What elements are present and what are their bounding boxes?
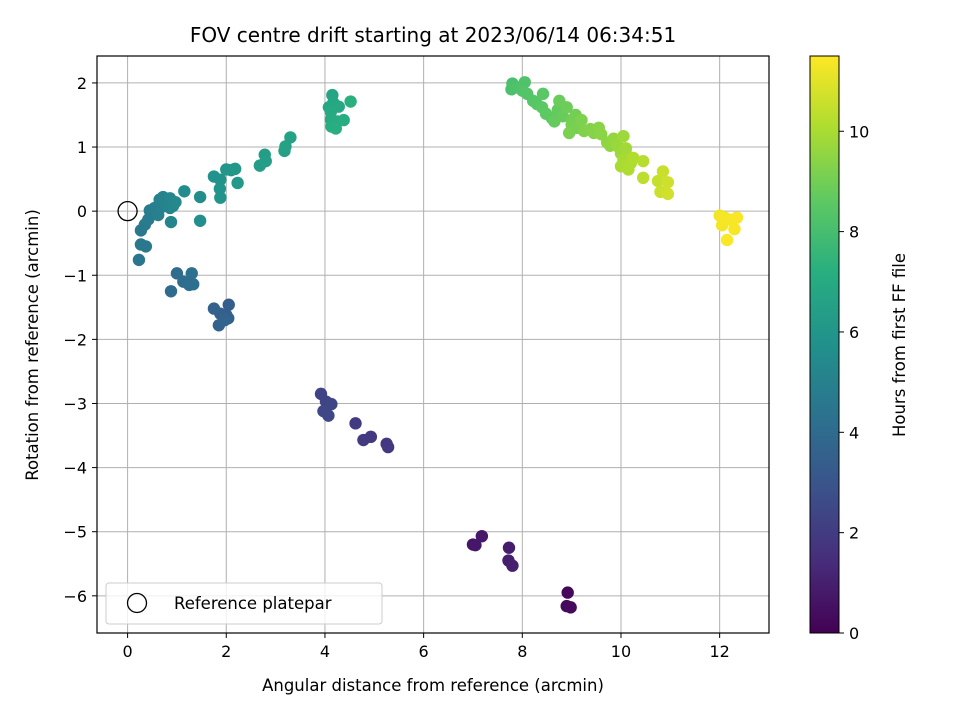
x-tick-label: 8 [517,642,527,661]
data-point [218,313,231,327]
y-tick-label: 1 [77,138,87,157]
colorbar-tick-label: 8 [849,223,859,242]
data-point [139,240,153,253]
y-tick-label: −1 [63,266,87,285]
x-tick-label: 10 [611,642,631,661]
data-point [349,417,362,430]
data-point [575,113,588,127]
data-point [502,541,516,554]
data-point [730,211,744,224]
data-point [325,397,338,411]
data-point [536,87,550,101]
data-point [164,215,178,229]
data-point [728,222,741,236]
x-axis-label: Angular distance from reference (arcmin) [262,676,604,695]
data-point [214,173,227,186]
data-point [636,154,650,168]
data-point [259,154,272,168]
data-point [720,233,734,247]
colorbar-tick-label: 0 [849,624,859,643]
colorbar-tick-label: 6 [849,323,859,342]
data-point [222,298,235,311]
data-point [469,538,482,552]
data-point [627,151,640,165]
x-tick-label: 0 [122,642,132,661]
plot-frame [96,55,770,634]
y-tick-label: −6 [63,587,87,606]
legend: Reference platepar [105,582,383,625]
data-point [661,187,675,201]
chart-title: FOV centre drift starting at 2023/06/14 … [190,23,676,47]
data-point [561,586,574,599]
colorbar [809,55,840,634]
data-point [187,278,200,291]
data-point [185,267,198,280]
data-point [661,176,675,189]
data-point [560,101,573,114]
y-tick-label: −2 [63,330,87,349]
colorbar-tick-label: 2 [849,524,859,543]
data-point [506,559,519,572]
data-point [337,113,350,127]
y-axis-label: Rotation from reference (arcmin) [23,209,42,481]
data-point [651,174,665,188]
data-point [284,131,297,144]
data-point [475,529,489,543]
colorbar-label: Hours from first FF file [890,253,909,437]
colorbar-tick-label: 10 [849,122,869,141]
data-point [193,190,207,204]
colorbar-ticks: 0 2 4 6 8 10 [839,122,869,643]
data-point [213,182,227,195]
y-tick-label: 0 [77,202,87,221]
legend-marker [126,592,148,614]
data-point [564,601,577,614]
y-tick-label: −4 [63,459,87,478]
y-tick-label: −5 [63,523,87,542]
x-tick-label: 6 [419,642,429,661]
data-point [322,409,335,422]
x-tick-label: 2 [221,642,231,661]
data-point [169,195,182,209]
data-point [132,253,146,267]
y-tick-label: 2 [77,74,87,93]
data-point [656,165,670,178]
data-point [622,163,635,176]
y-tick-label: −3 [63,394,87,413]
data-point [207,302,221,315]
legend-label: Reference platepar [174,594,332,613]
data-point [329,122,343,135]
colorbar-tick-label: 4 [849,423,859,442]
data-point [381,440,395,454]
x-tick-label: 4 [320,642,330,661]
data-point [231,176,244,190]
data-point [214,191,227,204]
data-point [344,95,357,108]
points-layer [117,76,744,614]
data-point [164,285,178,298]
x-tick-label: 12 [709,642,729,661]
data-point [617,129,630,143]
grid [97,56,769,633]
legend-box [105,582,383,625]
data-point [193,214,207,227]
data-point [228,162,242,176]
data-point [178,185,191,198]
data-point [562,126,576,140]
data-point [357,433,370,447]
data-point [636,171,650,185]
reference-point [117,200,138,222]
